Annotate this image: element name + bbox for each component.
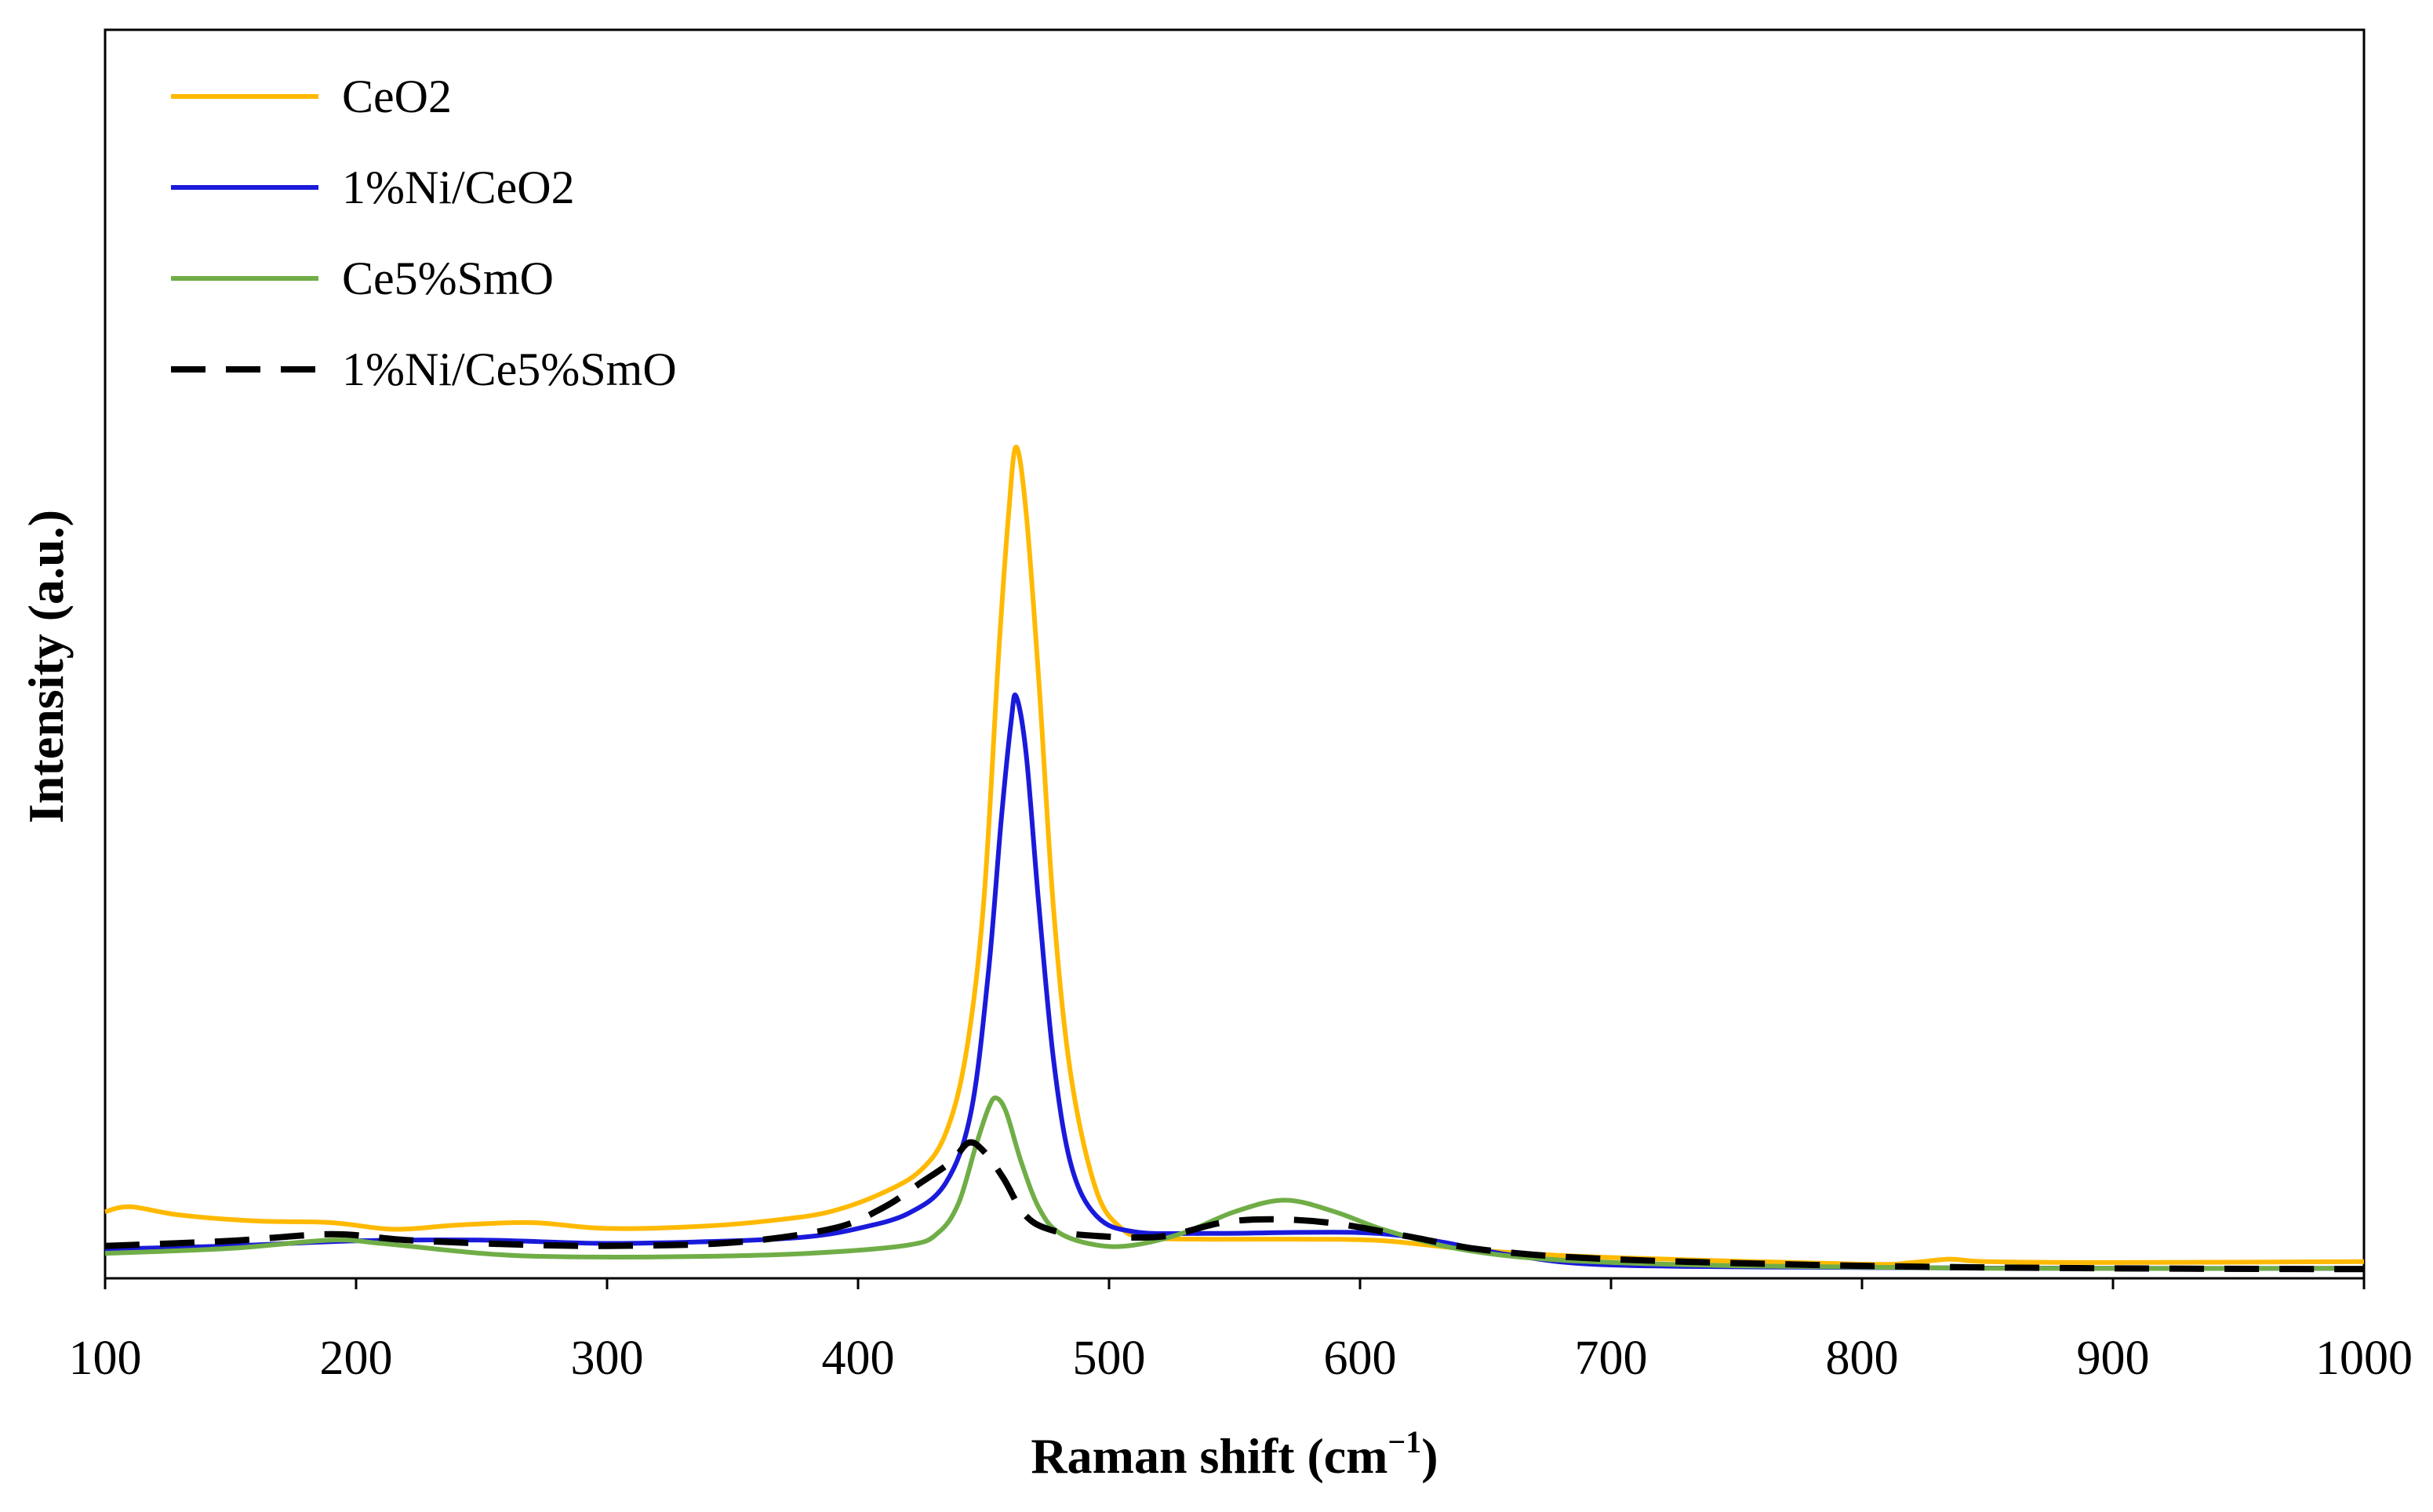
legend-label-2: 1%Ni/CeO2 (342, 162, 575, 213)
series-line-3 (104, 1095, 2365, 1271)
x-tick-label: 900 (2077, 1332, 2150, 1385)
x-tick-label: 400 (822, 1332, 895, 1385)
x-tick-label: 100 (69, 1332, 142, 1385)
x-tick-label: 200 (320, 1332, 393, 1385)
x-tick-label: 600 (1324, 1332, 1397, 1385)
legend-label-4: 1%Ni/Ce5%SmO (342, 343, 677, 395)
x-axis-title: Raman shift (cm−1) (1031, 1424, 1438, 1484)
series-lines (104, 445, 2365, 1273)
series-line-4 (104, 1139, 2365, 1273)
x-tick-label: 1000 (2315, 1332, 2413, 1385)
legend-label-3: Ce5%SmO (342, 253, 554, 304)
x-tick-label: 300 (571, 1332, 644, 1385)
x-tick-label: 500 (1073, 1332, 1146, 1385)
x-tick-label: 700 (1575, 1332, 1648, 1385)
x-axis-ticks: 100 200 300 400 500 600 700 800 900 1000 (69, 1278, 2413, 1385)
plot-area-frame (104, 28, 2366, 1280)
y-axis-title: Intensity (a.u.) (18, 510, 74, 823)
x-tick-label: 800 (1826, 1332, 1899, 1385)
legend: CeO2 1%Ni/CeO2 Ce5%SmO 1%Ni/Ce5%SmO (171, 71, 677, 395)
legend-label-1: CeO2 (342, 71, 452, 122)
